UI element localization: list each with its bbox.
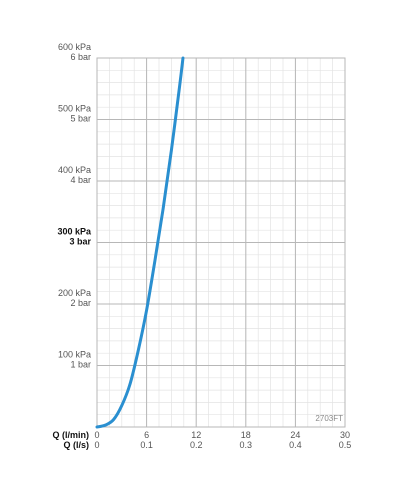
x-tick-label-ls: 0.3 [240,440,253,450]
y-tick-label-bar: 3 bar [69,237,91,247]
x-tick-label-lpm: 30 [340,430,350,440]
y-tick-label-bar: 4 bar [70,175,91,185]
x-tick-label-lpm: 18 [241,430,251,440]
y-tick-label-kpa: 200 kPa [58,288,91,298]
x-tick-label-lpm: 6 [144,430,149,440]
y-tick-label-bar: 5 bar [70,114,91,124]
x-tick-label-ls: 0.4 [289,440,302,450]
x-axis-label-ls: Q (l/s) [63,440,89,450]
flow-pressure-curve [95,56,185,429]
y-tick-label-bar: 2 bar [70,298,91,308]
y-tick-label-kpa: 600 kPa [58,42,91,52]
x-tick-label-ls: 0 [94,440,99,450]
plot-frame [96,57,346,428]
x-tick-label-ls: 0.2 [190,440,203,450]
x-tick-label-lpm: 0 [94,430,99,440]
y-tick-label-kpa: 300 kPa [57,227,92,237]
y-tick-label-bar: 1 bar [70,360,91,370]
x-tick-label-lpm: 24 [290,430,300,440]
x-axis-label-lpm: Q (l/min) [53,430,90,440]
x-tick-label-ls: 0.5 [339,440,352,450]
y-tick-label-kpa: 400 kPa [58,165,91,175]
x-tick-label-lpm: 12 [191,430,201,440]
y-tick-label-bar: 6 bar [70,52,91,62]
reference-code-label: 2703FT [315,414,343,423]
y-tick-label-kpa: 100 kPa [58,350,91,360]
y-tick-label-kpa: 500 kPa [58,104,91,114]
x-tick-label-ls: 0.1 [140,440,153,450]
